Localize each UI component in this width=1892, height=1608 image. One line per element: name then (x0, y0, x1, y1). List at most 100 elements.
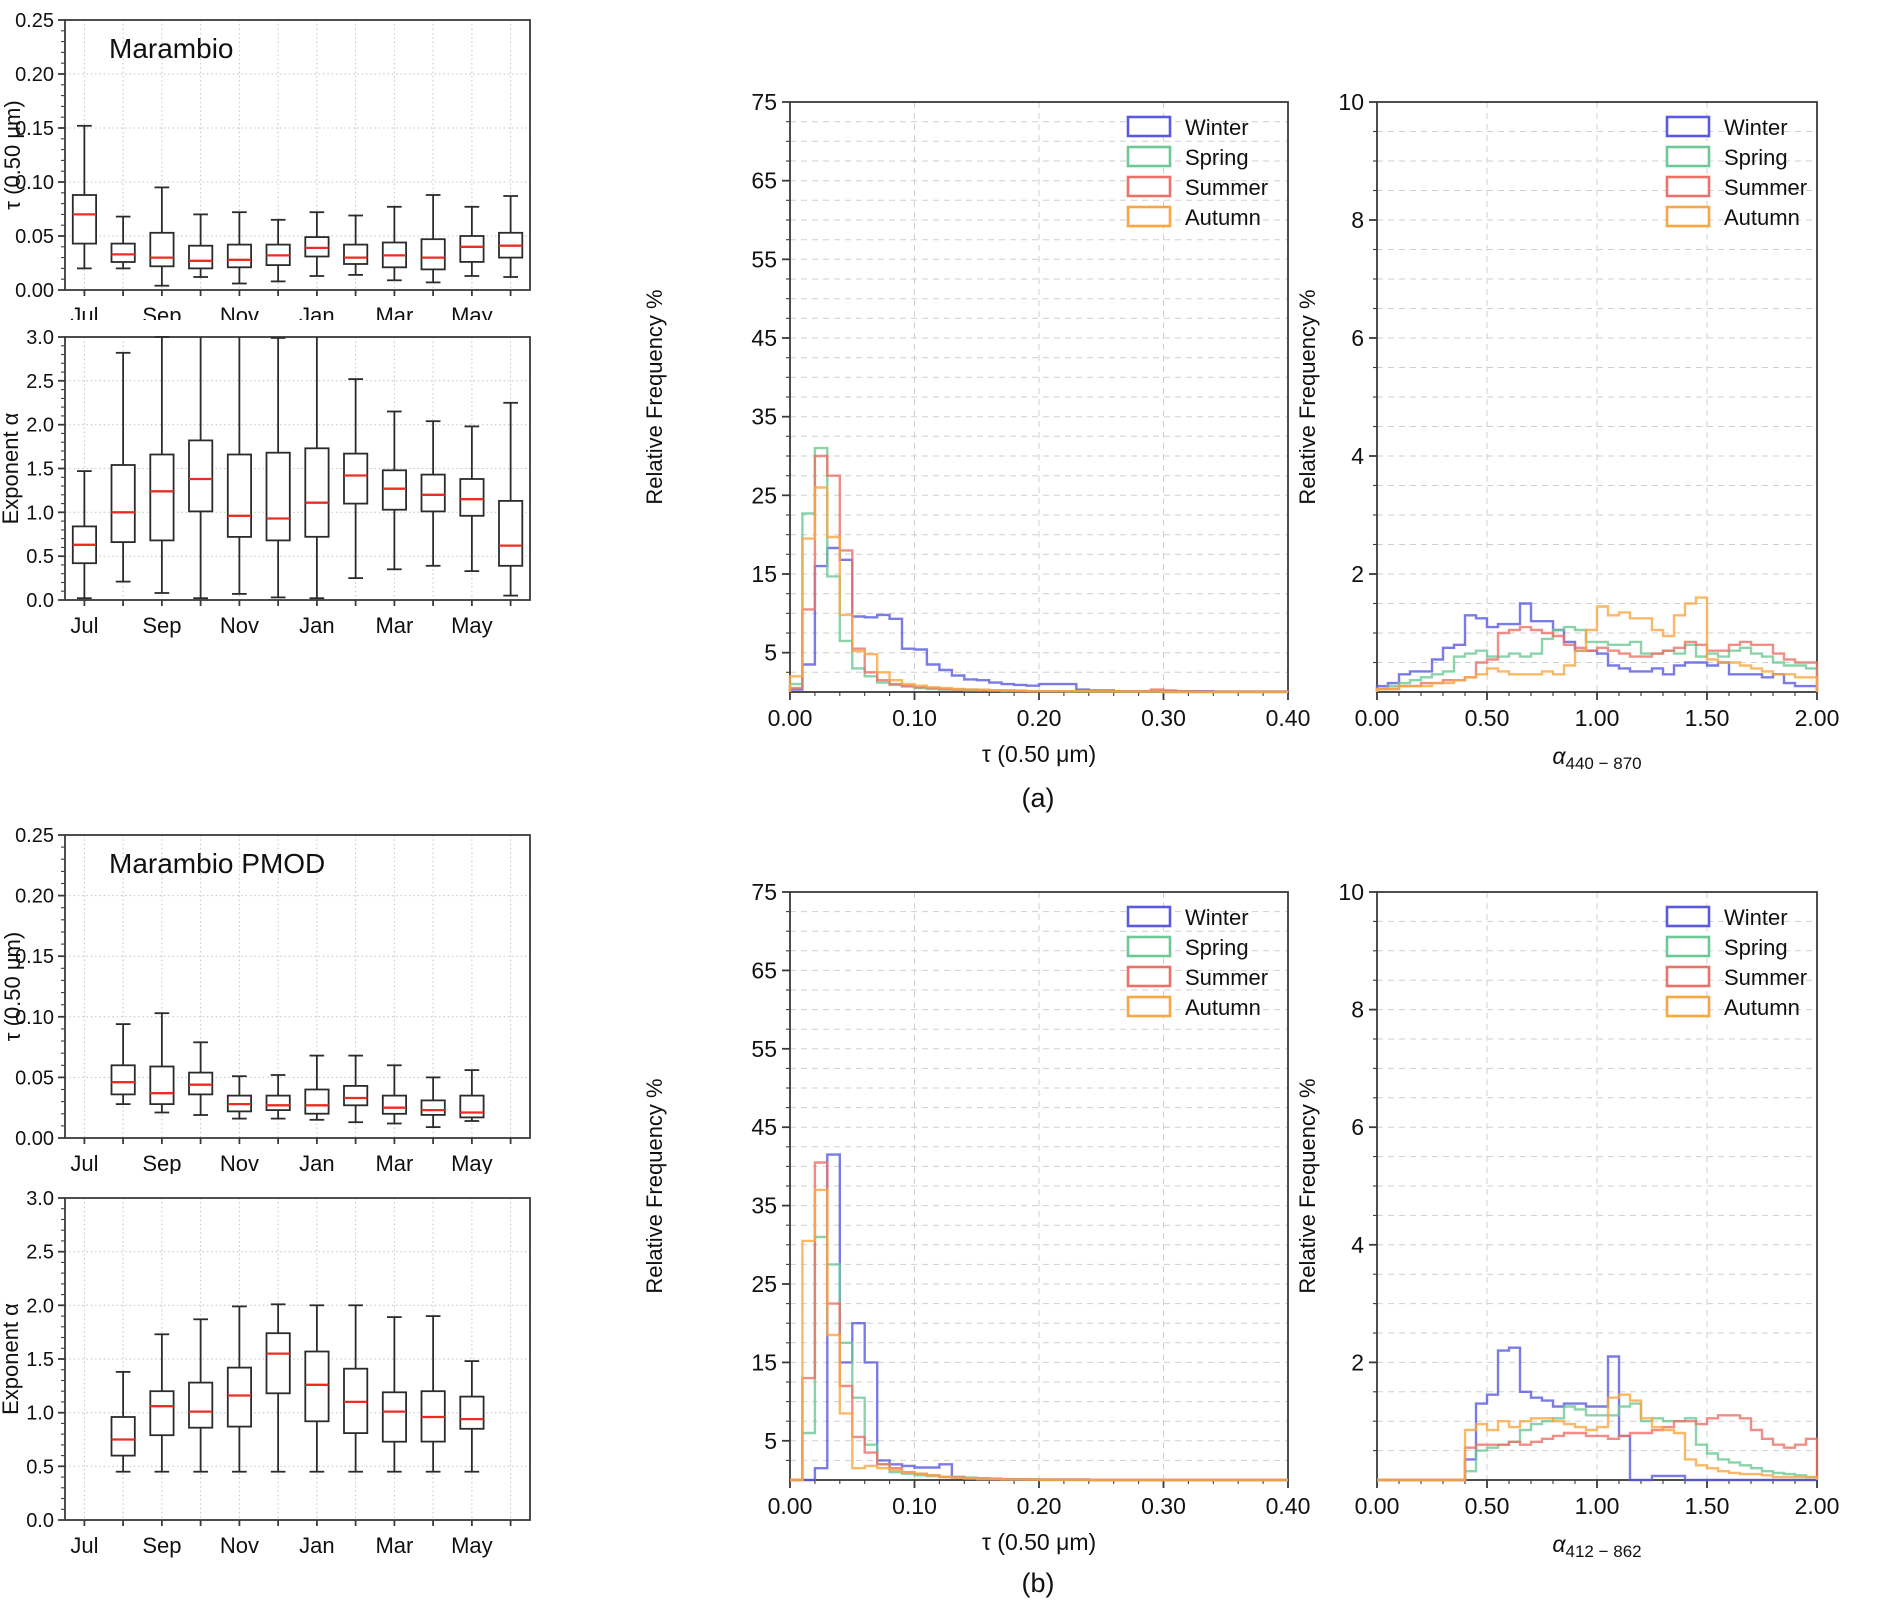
histogram-a-alpha: 2 4 6 8 10 0.00 0.50 1.00 1.50 2.00 Relative Frequ… (1290, 70, 1892, 788)
svg-text:45: 45 (751, 1114, 777, 1140)
svg-text:1.0: 1.0 (26, 502, 54, 524)
svg-text:Jul: Jul (70, 303, 98, 320)
box-apr (420, 1076, 446, 1129)
box-mar (381, 1064, 407, 1125)
box-nov (226, 337, 253, 595)
box-mar (381, 205, 407, 282)
svg-text:Autumn: Autumn (1185, 205, 1261, 230)
svg-text:0.15: 0.15 (15, 118, 54, 140)
x-axis-label: τ (0.50 μm) (982, 741, 1096, 767)
svg-text:1.5: 1.5 (26, 459, 54, 481)
gridlines (1377, 101, 1817, 692)
boxes (110, 1012, 485, 1129)
plot-frame (64, 19, 531, 291)
axes: 5 15 25 35 45 55 65 75 0.00 0.10 0.20 0.30 0.40 (751, 89, 1310, 731)
legend-swatch-autumn (1665, 205, 1711, 228)
series-autumn (1377, 1393, 1819, 1482)
svg-text:1.0: 1.0 (26, 1403, 54, 1425)
box-jan (304, 337, 330, 600)
svg-text:Jul: Jul (70, 613, 98, 638)
legend: Winter Spring Summer Autumn (1665, 905, 1807, 1020)
gridlines (790, 891, 1288, 1480)
svg-text:1.50: 1.50 (1685, 705, 1730, 731)
box-may (459, 1069, 485, 1122)
svg-text:Winter: Winter (1185, 905, 1249, 930)
svg-text:65: 65 (751, 957, 777, 983)
svg-text:0.05: 0.05 (15, 1067, 54, 1089)
svg-text:0.00: 0.00 (1355, 705, 1400, 731)
x-axis-label: α412 − 862 (1552, 1531, 1641, 1561)
svg-text:75: 75 (751, 879, 777, 905)
box-dec (265, 1074, 291, 1120)
svg-text:0.0: 0.0 (26, 1510, 54, 1532)
svg-text:0.15: 0.15 (15, 946, 54, 968)
svg-text:0.50: 0.50 (1465, 705, 1510, 731)
box-aug (110, 215, 136, 270)
plot-title: Marambio (109, 33, 233, 64)
svg-text:Nov: Nov (220, 1533, 259, 1558)
svg-text:4: 4 (1351, 1232, 1364, 1258)
legend-item-autumn: Autumn (1665, 205, 1800, 230)
svg-text:25: 25 (751, 482, 777, 508)
svg-text:Nov: Nov (220, 1151, 259, 1174)
svg-text:2.0: 2.0 (26, 1295, 54, 1317)
box-jul (71, 470, 98, 600)
legend: Winter Spring Summer Autumn (1126, 905, 1268, 1020)
legend-swatch-autumn (1665, 995, 1711, 1018)
legend-item-summer: Summer (1665, 175, 1807, 200)
y-axis-label: Exponent α (0, 1303, 23, 1415)
box-jul (71, 124, 98, 270)
box-jun (498, 401, 524, 597)
svg-text:Jul: Jul (70, 1151, 98, 1174)
svg-text:Jan: Jan (299, 613, 334, 638)
histogram-b-tau: 5 15 25 35 45 55 65 75 0.00 0.10 0.20 0.30 0.40 Relat… (640, 858, 1310, 1576)
legend-swatch-spring (1665, 935, 1711, 958)
svg-text:1.00: 1.00 (1575, 1493, 1620, 1519)
svg-text:8: 8 (1351, 207, 1364, 233)
boxes (71, 124, 524, 287)
box-dec (265, 218, 291, 283)
histogram-a-tau: 5 15 25 35 45 55 65 75 0.00 0.10 0.20 0.30 0.40 Relat… (640, 70, 1310, 788)
box-mar (381, 1316, 407, 1473)
boxplot-pmod-tau: 0.00 0.05 0.10 0.15 0.20 0.25 Jul Sep Nov Jan Mar M… (0, 800, 552, 1176)
svg-text:Summer: Summer (1185, 175, 1268, 200)
svg-text:55: 55 (751, 1036, 777, 1062)
svg-text:35: 35 (751, 404, 777, 430)
svg-text:0.05: 0.05 (15, 226, 54, 248)
panel-label-a: (a) (1021, 783, 1055, 813)
svg-text:2.5: 2.5 (26, 1242, 54, 1264)
legend-item-spring: Spring (1665, 145, 1788, 170)
svg-text:Jan: Jan (299, 1533, 334, 1558)
svg-text:0.20: 0.20 (15, 64, 54, 86)
svg-text:0.25: 0.25 (15, 825, 54, 847)
svg-text:2.00: 2.00 (1795, 705, 1840, 731)
legend-swatch-winter (1665, 905, 1711, 928)
box-sep (149, 336, 175, 594)
svg-text:May: May (451, 1533, 493, 1558)
y-axis-label: Relative Frequency % (1295, 289, 1320, 504)
svg-text:Mar: Mar (375, 613, 413, 638)
box-may (459, 205, 485, 277)
svg-text:0.0: 0.0 (26, 590, 54, 612)
svg-text:3.0: 3.0 (26, 327, 54, 349)
svg-text:Jan: Jan (299, 1151, 334, 1174)
box-aug (110, 1023, 136, 1106)
panel-label-b: (b) (1021, 1568, 1055, 1598)
boxplot-marambio-tau: 0.00 0.05 0.10 0.15 0.20 0.25 Jul Sep Nov Jan Mar M… (0, 0, 552, 328)
x-axis-label: α440 − 870 (1552, 743, 1641, 773)
svg-text:0.25: 0.25 (15, 10, 54, 32)
svg-text:0.00: 0.00 (15, 1128, 54, 1150)
series-winter (1377, 1346, 1817, 1482)
svg-text:Spring: Spring (1185, 935, 1249, 960)
svg-text:4: 4 (1351, 443, 1364, 469)
boxes (71, 336, 524, 600)
svg-text:2.00: 2.00 (1795, 1493, 1840, 1519)
svg-text:6: 6 (1351, 325, 1364, 351)
svg-text:Mar: Mar (375, 303, 413, 320)
svg-text:10: 10 (1338, 89, 1364, 115)
box-jan (304, 1054, 330, 1121)
axes: 2 4 6 8 10 0.00 0.50 1.00 1.50 2.00 (1338, 89, 1839, 731)
marambio-alpha-box-svg: 0.0 0.5 1.0 1.5 2.0 2.5 3.0 Jul Sep Nov Jan Mar May E… (0, 327, 531, 638)
axes: 0.00 0.05 0.10 0.15 0.20 0.25 Jul Sep Nov Jan Mar M… (15, 10, 512, 328)
hist-b-tau-svg: 5 15 25 35 45 55 65 75 0.00 0.10 0.20 0.30 0.40 Relat… (642, 879, 1310, 1555)
